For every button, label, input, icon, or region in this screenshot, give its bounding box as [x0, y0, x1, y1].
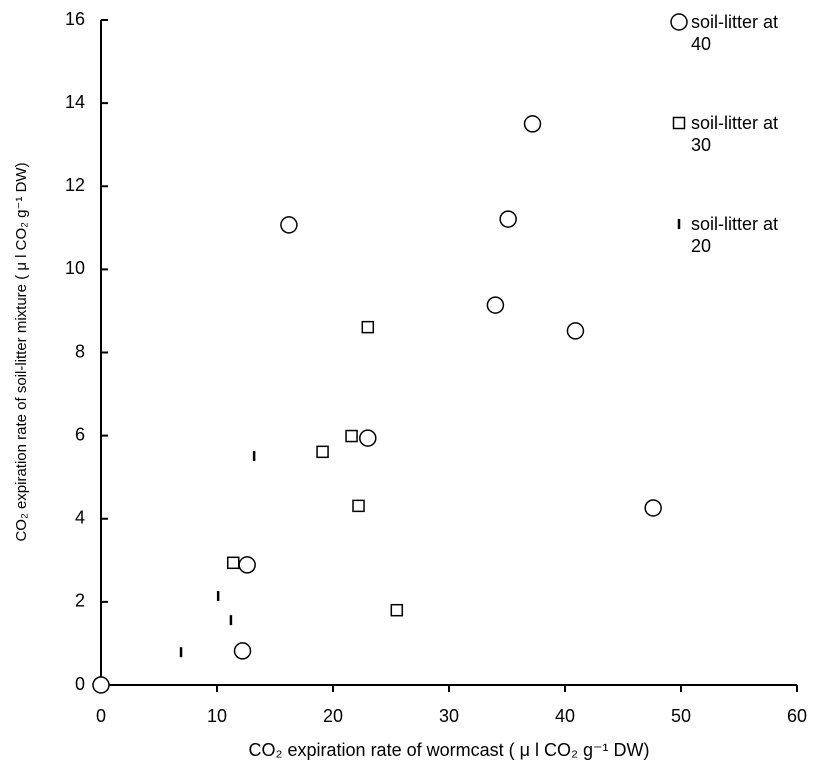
x-tick-label: 30: [439, 706, 459, 726]
point: [672, 116, 686, 130]
point: [352, 499, 365, 513]
point: [499, 210, 517, 228]
legend-label: soil-litter at 30: [691, 113, 779, 155]
x-axis-label: CO₂ expiration rate of wormcast ( μ l CO…: [249, 740, 650, 760]
point: [390, 603, 404, 617]
point: [280, 216, 298, 234]
y-tick-label: 16: [65, 9, 85, 29]
point: [486, 296, 505, 314]
y-tick-label: 4: [75, 508, 85, 528]
x-tick-label: 10: [207, 706, 227, 726]
y-tick-label: 14: [65, 92, 85, 112]
y-tick-label: 0: [75, 674, 85, 694]
point: [238, 556, 256, 574]
x-tick-label: 20: [323, 706, 343, 726]
y-tick-label: 8: [75, 341, 85, 361]
y-tick-label: 10: [65, 258, 85, 278]
point: [345, 429, 358, 443]
y-tick-label: 6: [75, 424, 85, 444]
point: [566, 322, 585, 340]
y-tick-label: 2: [75, 591, 85, 611]
x-tick-label: 0: [96, 706, 106, 726]
legend-label: soil-litter at 40: [691, 12, 779, 54]
point: [644, 499, 662, 517]
point: [359, 429, 377, 447]
point: [316, 445, 329, 459]
x-tick-label: 40: [555, 706, 575, 726]
x-tick-label: 60: [787, 706, 807, 726]
point: [233, 642, 252, 660]
point: [670, 13, 688, 31]
point: [523, 115, 542, 133]
x-tick-label: 50: [671, 706, 691, 726]
point: [226, 556, 240, 570]
point: [92, 676, 110, 694]
y-tick-label: 12: [65, 175, 85, 195]
point: [361, 320, 375, 334]
legend-label: soil-litter at 20: [691, 214, 779, 256]
y-axis-label: CO₂ expiration rate of soil-litter mixtu…: [13, 162, 30, 541]
